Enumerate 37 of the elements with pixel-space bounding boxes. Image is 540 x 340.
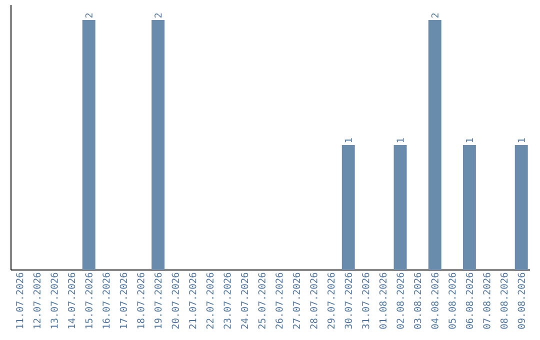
x-tick-label: 11.07.2026 bbox=[16, 272, 24, 328]
x-tick-label: 17.07.2026 bbox=[120, 272, 128, 328]
x-tick-label: 02.08.2026 bbox=[396, 272, 404, 329]
x-tick-label: 25.07.2026 bbox=[258, 272, 266, 329]
x-tick-label: 08.08.2026 bbox=[500, 272, 508, 329]
x-tick-label: 18.07.2026 bbox=[137, 272, 144, 328]
x-tick-label: 24.07.2026 bbox=[240, 272, 248, 329]
data-label: 1 bbox=[466, 138, 473, 142]
x-tick-label: 19.07.2026 bbox=[154, 272, 162, 328]
data-label: 2 bbox=[85, 13, 92, 18]
data-label: 2 bbox=[154, 13, 162, 18]
x-tick-label: 05.08.2026 bbox=[448, 272, 456, 329]
data-label: 1 bbox=[396, 138, 404, 142]
x-tick-label: 03.08.2026 bbox=[414, 272, 422, 329]
x-tick-label: 13.07.2026 bbox=[50, 272, 58, 328]
x-tick-label: 04.08.2026 bbox=[431, 272, 438, 329]
x-tick-label: 20.07.2026 bbox=[172, 272, 179, 329]
x-tick-label: 16.07.2026 bbox=[102, 272, 110, 328]
x-tick-label: 23.07.2026 bbox=[224, 272, 231, 329]
data-label: 2 bbox=[431, 13, 438, 18]
x-tick-label: 26.07.2026 bbox=[276, 272, 283, 329]
x-tick-label: 06.08.2026 bbox=[466, 272, 474, 329]
x-tick-label: 29.07.2026 bbox=[327, 272, 335, 329]
x-tick-label: 09.08.2026 bbox=[518, 272, 525, 329]
x-tick-label: 12.07.2026 bbox=[33, 272, 41, 328]
x-tick-label: 15.07.2026 bbox=[85, 272, 92, 328]
data-label: 1 bbox=[518, 138, 525, 142]
x-tick-label: 30.07.2026 bbox=[344, 272, 352, 329]
x-tick-label: 01.08.2026 bbox=[379, 272, 387, 329]
x-tick-label: 27.07.2026 bbox=[292, 272, 300, 329]
x-tick-label: 07.08.2026 bbox=[483, 272, 490, 329]
x-tick-label: 14.07.2026 bbox=[68, 272, 76, 328]
x-tick-label: 21.07.2026 bbox=[189, 272, 196, 329]
data-label: 1 bbox=[344, 138, 352, 142]
x-tick-label: 28.07.2026 bbox=[310, 272, 318, 329]
x-tick-label: 31.07.2026 bbox=[362, 272, 370, 329]
x-tick-label: 22.07.2026 bbox=[206, 272, 214, 329]
